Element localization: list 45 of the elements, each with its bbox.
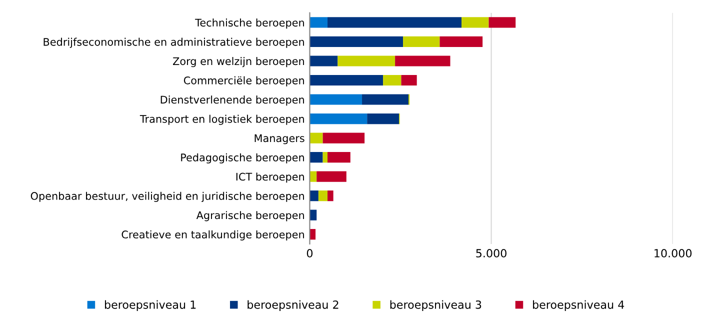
- bar: [322, 152, 328, 163]
- bar: [383, 74, 402, 86]
- bar: [401, 74, 417, 86]
- y-tick-label: Agrarische beroepen: [196, 211, 304, 222]
- bar: [318, 190, 328, 202]
- bar: [310, 132, 323, 144]
- y-tick-label: Commerciële beroepen: [184, 76, 304, 86]
- x-tick-label: 0: [306, 249, 313, 258]
- y-tick-label: Pedagogische beroepen: [181, 153, 304, 164]
- legend-label: beroepsniveau 3: [390, 300, 482, 311]
- bar: [322, 132, 365, 144]
- bar: [310, 56, 338, 66]
- x-tick-label: 5.000: [476, 249, 506, 258]
- bar: [488, 17, 516, 28]
- bar: [403, 36, 440, 48]
- legend-label: beroepsniveau 1: [104, 300, 196, 311]
- bar: [310, 74, 384, 86]
- y-tick-label: Transport en logistiek beroepen: [140, 114, 304, 125]
- bar: [310, 113, 368, 124]
- y-tick-label: Technische beroepen: [195, 18, 304, 29]
- y-tick-label: Openbaar bestuur, veiligheid en juridische beroepen: [30, 192, 304, 202]
- bar: [328, 17, 462, 28]
- y-tick-label: Managers: [254, 134, 304, 144]
- y-tick-label: ICT beroepen: [236, 172, 304, 183]
- bar: [440, 36, 483, 48]
- bar: [338, 56, 396, 66]
- y-tick-label: Bedrijfseconomische en administratieve beroepen: [44, 38, 304, 48]
- bar: [395, 56, 450, 66]
- bar: [328, 190, 334, 202]
- bar: [316, 171, 346, 182]
- y-tick-label: Zorg en welzijn beroepen: [173, 57, 304, 68]
- bar: [310, 152, 323, 163]
- y-tick-label: Creatieve en taalkundige beroepen: [122, 230, 304, 240]
- bar: [310, 190, 318, 202]
- bar: [310, 17, 328, 28]
- bar: [462, 17, 489, 28]
- bar: [310, 94, 362, 105]
- bar: [328, 152, 350, 163]
- bar: [367, 113, 400, 124]
- bar: [310, 36, 404, 48]
- x-tick-label: 10.000: [654, 249, 692, 258]
- y-tick-label: Dienstverlenende beroepen: [160, 96, 304, 106]
- legend-label: beroepsniveau 4: [533, 300, 624, 311]
- bar: [362, 94, 408, 105]
- legend-label: beroepsniveau 2: [248, 300, 338, 311]
